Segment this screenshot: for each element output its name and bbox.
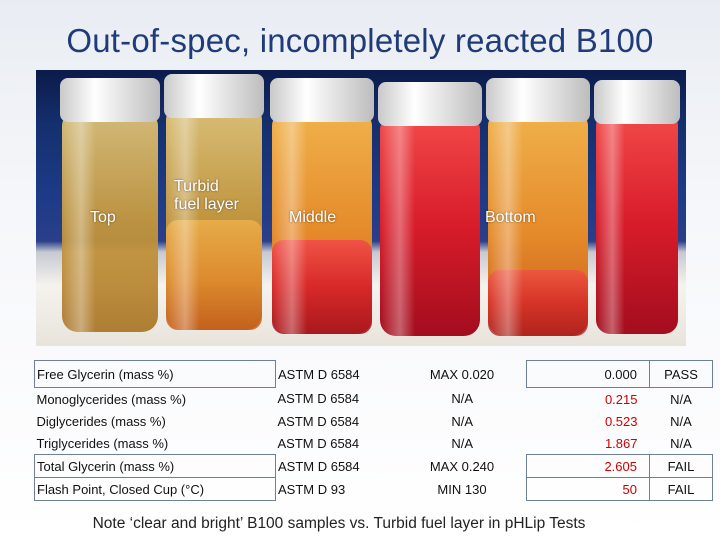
property-cell: Free Glycerin (mass %) — [34, 360, 276, 388]
spec-cell: N/A — [451, 413, 474, 429]
result-cell: N/A — [670, 391, 692, 407]
table-row: Monoglycerides (mass %) ASTM D 6584 N/A … — [35, 388, 713, 411]
property-cell: Flash Point, Closed Cup (°C) — [34, 477, 276, 501]
property-cell: Monoglycerides (mass %) — [36, 391, 187, 407]
jar-bottom-red — [594, 80, 680, 334]
label-turbid-fuel-layer: Turbid fuel layer — [174, 178, 239, 214]
result-cell: FAIL — [649, 477, 713, 501]
label-turbid-line1: Turbid — [174, 178, 219, 195]
table-row: Diglycerides (mass %) ASTM D 6584 N/A 0.… — [35, 410, 713, 432]
table-row: Free Glycerin (mass %) ASTM D 6584 MAX 0… — [34, 360, 713, 388]
label-bottom: Bottom — [485, 209, 536, 226]
table-row: Total Glycerin (mass %) ASTM D 6584 MAX … — [34, 454, 713, 478]
method-cell: ASTM D 93 — [278, 481, 346, 497]
value-cell: 0.000 — [526, 360, 650, 388]
result-cell: FAIL — [649, 454, 713, 478]
spec-cell: N/A — [451, 391, 474, 407]
method-cell: ASTM D 6584 — [277, 391, 360, 407]
property-cell: Diglycerides (mass %) — [36, 413, 166, 429]
label-top: Top — [90, 209, 116, 226]
table-row: Flash Point, Closed Cup (°C) ASTM D 93 M… — [34, 477, 713, 501]
result-cell: N/A — [670, 435, 692, 451]
method-cell: ASTM D 6584 — [277, 413, 360, 429]
method-cell: ASTM D 6584 — [278, 458, 360, 474]
label-middle: Middle — [289, 209, 337, 226]
jars-illustration — [60, 74, 680, 336]
value-cell: 2.605 — [526, 454, 650, 478]
jar-bottom — [486, 78, 590, 336]
test-results-table: Free Glycerin (mass %) ASTM D 6584 MAX 0… — [34, 360, 713, 501]
method-cell: ASTM D 6584 — [277, 435, 360, 451]
jar-top — [60, 78, 160, 332]
property-cell: Triglycerides (mass %) — [36, 435, 169, 451]
slide-title: Out-of-spec, incompletely reacted B100 — [66, 22, 654, 59]
value-cell: 0.523 — [604, 413, 638, 429]
jar-mid-red — [378, 82, 482, 336]
result-cell: PASS — [649, 360, 713, 388]
property-cell: Total Glycerin (mass %) — [34, 454, 276, 478]
footnote: Note ‘clear and bright’ B100 samples vs.… — [92, 515, 586, 532]
table-row: Triglycerides (mass %) ASTM D 6584 N/A 1… — [35, 432, 713, 455]
jar-turbid — [164, 74, 264, 330]
value-cell: 0.215 — [604, 391, 638, 407]
method-cell: ASTM D 6584 — [278, 366, 360, 382]
sample-jars-photo: Top Turbid fuel layer Middle Bottom — [36, 70, 686, 346]
label-turbid-line2: fuel layer — [174, 196, 239, 213]
value-cell: 50 — [526, 477, 650, 501]
result-cell: N/A — [670, 413, 692, 429]
jar-middle — [270, 78, 374, 334]
spec-cell: MAX 0.240 — [429, 458, 495, 474]
spec-cell: MIN 130 — [437, 481, 487, 497]
value-cell: 1.867 — [604, 435, 638, 451]
spec-cell: MAX 0.020 — [429, 366, 495, 382]
spec-cell: N/A — [451, 435, 474, 451]
